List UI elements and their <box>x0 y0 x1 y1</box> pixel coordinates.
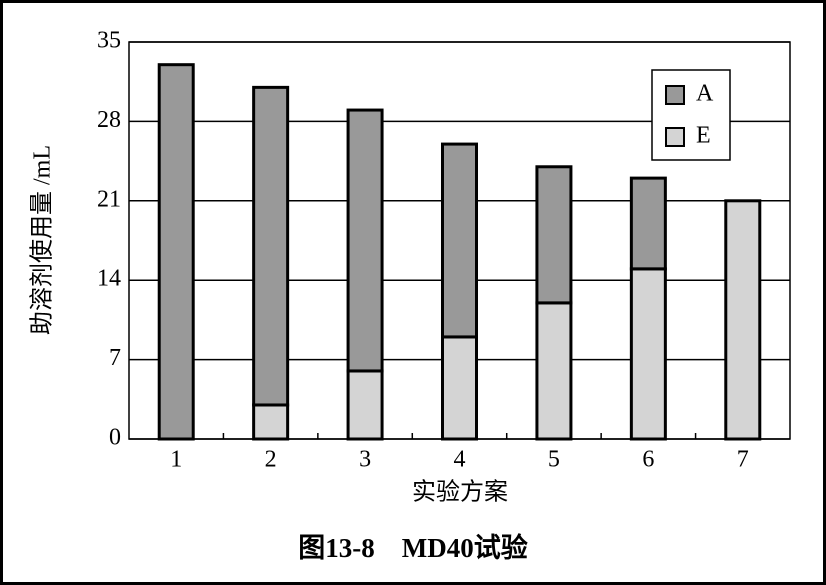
bar-segment <box>535 165 573 305</box>
y-tick-label: 0 <box>109 425 121 451</box>
y-tick-label: 35 <box>97 28 121 54</box>
x-tick-label: 4 <box>454 447 466 473</box>
x-tick-label: 7 <box>737 447 749 473</box>
legend-swatch <box>665 127 685 147</box>
bar-segment <box>252 85 290 407</box>
x-tick-label: 5 <box>548 447 560 473</box>
legend-box <box>651 69 731 161</box>
legend-label: E <box>696 123 711 149</box>
legend-swatch <box>665 85 685 105</box>
x-tick-label: 2 <box>265 447 277 473</box>
bar-segment <box>252 403 290 441</box>
bar-segment <box>629 267 667 441</box>
y-axis-label: 助溶剂使用量 /mL <box>29 145 56 335</box>
y-tick-label: 7 <box>109 345 121 371</box>
bar-segment <box>724 199 762 441</box>
x-axis-label: 实验方案 <box>412 479 508 506</box>
bar-segment <box>346 369 384 441</box>
y-tick-label: 14 <box>97 266 121 292</box>
bar-segment <box>629 176 667 271</box>
x-tick-label: 6 <box>642 447 654 473</box>
y-tick-label: 28 <box>97 107 121 133</box>
bar-segment <box>346 108 384 373</box>
legend-label: A <box>696 81 714 107</box>
x-tick-label: 1 <box>170 447 182 473</box>
bar-segment <box>441 335 478 441</box>
bar-segment <box>535 301 573 441</box>
chart-title: 图13-8 MD40试验 <box>298 532 527 563</box>
bar-segment <box>441 142 478 339</box>
y-tick-label: 21 <box>97 186 121 212</box>
x-tick-label: 3 <box>359 447 371 473</box>
bar-segment <box>157 63 195 441</box>
